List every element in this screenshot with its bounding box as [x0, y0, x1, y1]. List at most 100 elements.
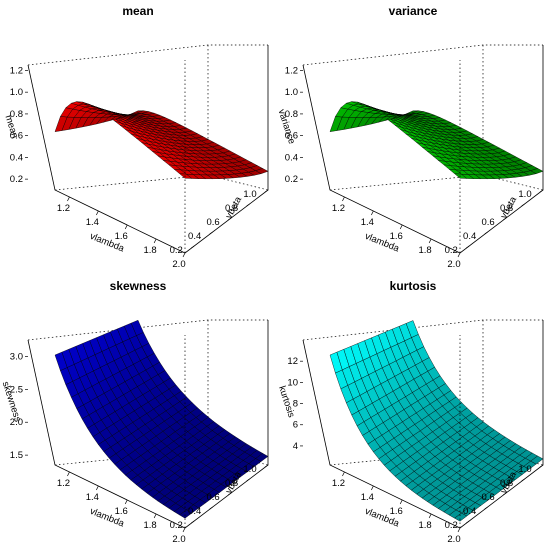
y-tick-label: 0.6 — [207, 492, 220, 503]
surface — [54, 319, 269, 519]
y-tick-label: 1.0 — [518, 189, 531, 200]
box-back-top — [302, 319, 543, 341]
y-tick — [502, 492, 507, 496]
z-tick-label: 0.6 — [10, 131, 23, 142]
x-tick-label: 1.2 — [57, 478, 70, 489]
x-tick — [124, 224, 128, 230]
y-tick — [484, 231, 488, 235]
y-tick-label: 0.4 — [463, 231, 476, 242]
y-tick — [209, 231, 213, 235]
panel-title: kurtosis — [390, 279, 437, 293]
y-tick — [521, 478, 525, 482]
x-tick — [67, 471, 70, 477]
y-tick-label: 0.4 — [188, 231, 201, 242]
x-tick — [182, 252, 186, 258]
y-tick — [539, 464, 544, 468]
panel-title: variance — [389, 4, 438, 18]
x-tick — [153, 513, 157, 519]
x-tick — [342, 196, 345, 202]
x-tick-label: 1.6 — [115, 231, 128, 242]
y-axis-label: vbeta — [223, 194, 244, 220]
x-tick-label: 1.6 — [390, 231, 403, 242]
x-tick-label: 1.4 — [86, 492, 99, 503]
box-back-top — [27, 319, 268, 341]
y-tick-label: 0.8 — [225, 203, 238, 214]
x-tick-label: 1.8 — [144, 520, 157, 531]
y-tick — [191, 520, 195, 524]
z-tick-label: 0.8 — [285, 109, 298, 120]
y-tick-label: 0.8 — [500, 203, 513, 214]
x-tick — [428, 513, 432, 519]
x-tick — [67, 196, 70, 202]
x-tick-label: 2.0 — [172, 259, 185, 270]
x-tick — [153, 238, 157, 244]
y-tick-label: 0.6 — [482, 492, 495, 503]
y-tick — [539, 189, 544, 193]
y-tick — [227, 492, 232, 496]
x-tick-label: 1.8 — [419, 245, 432, 256]
y-tick-label: 0.8 — [500, 478, 513, 489]
x-tick-label: 2.0 — [172, 534, 185, 545]
z-tick-label: 1.2 — [285, 65, 298, 76]
y-tick — [466, 520, 470, 524]
z-tick-label: 1.5 — [10, 450, 23, 461]
x-tick-label: 2.0 — [447, 259, 460, 270]
y-tick-label: 0.6 — [482, 217, 495, 228]
surface — [329, 101, 544, 180]
z-tick-label: 2.5 — [10, 384, 23, 395]
panel-skewness: skewness1.52.02.53.0skewness1.21.41.61.8… — [0, 279, 269, 545]
y-tick-label: 0.2 — [170, 520, 183, 531]
panel-variance: variance0.20.40.60.81.01.2variance1.21.4… — [276, 4, 544, 270]
x-tick — [457, 527, 461, 533]
box-front — [302, 45, 544, 254]
x-tick — [124, 499, 128, 505]
y-tick-label: 1.0 — [243, 464, 256, 475]
x-tick-label: 1.2 — [332, 203, 345, 214]
x-tick-label: 1.6 — [390, 506, 403, 517]
y-tick-label: 0.4 — [188, 506, 201, 517]
y-tick-label: 0.6 — [207, 217, 220, 228]
x-tick — [182, 527, 186, 533]
panel-title: mean — [122, 4, 153, 18]
z-tick-label: 0.2 — [10, 174, 23, 185]
x-tick-label: 1.2 — [57, 203, 70, 214]
x-tick — [342, 471, 345, 477]
x-tick — [96, 485, 99, 491]
y-tick-label: 0.8 — [225, 478, 238, 489]
x-tick-label: 1.4 — [361, 492, 374, 503]
x-tick — [371, 485, 374, 491]
z-tick-label: 0.8 — [10, 109, 23, 120]
x-tick-label: 1.8 — [419, 520, 432, 531]
x-tick — [399, 224, 403, 230]
box-front — [27, 45, 269, 254]
box-back-floor — [54, 174, 209, 191]
surface — [329, 320, 544, 522]
z-tick-label: 8 — [293, 399, 298, 410]
y-tick — [227, 217, 232, 221]
surface — [54, 101, 269, 180]
z-tick-label: 2.0 — [10, 417, 23, 428]
x-tick-label: 1.4 — [86, 217, 99, 228]
z-tick-label: 12 — [287, 356, 298, 367]
x-tick-label: 1.6 — [115, 506, 128, 517]
box-back-top — [302, 44, 543, 66]
y-tick-label: 1.0 — [518, 464, 531, 475]
x-tick — [96, 210, 99, 216]
x-tick-label: 1.8 — [144, 245, 157, 256]
y-tick-label: 0.4 — [463, 506, 476, 517]
y-tick — [246, 478, 250, 482]
y-tick — [502, 217, 507, 221]
y-tick — [264, 464, 269, 468]
y-tick — [191, 245, 195, 249]
panel-kurtosis: kurtosis4681012kurtosis1.21.41.61.82.0vl… — [276, 279, 544, 545]
x-tick — [457, 252, 461, 258]
y-tick — [209, 506, 213, 510]
y-tick — [466, 245, 470, 249]
x-tick-label: 1.2 — [332, 478, 345, 489]
z-tick-label: 4 — [293, 441, 298, 452]
z-tick-label: 10 — [287, 377, 298, 388]
z-tick-label: 3.0 — [10, 351, 23, 362]
y-tick — [246, 203, 250, 207]
box-back-floor — [329, 174, 484, 191]
